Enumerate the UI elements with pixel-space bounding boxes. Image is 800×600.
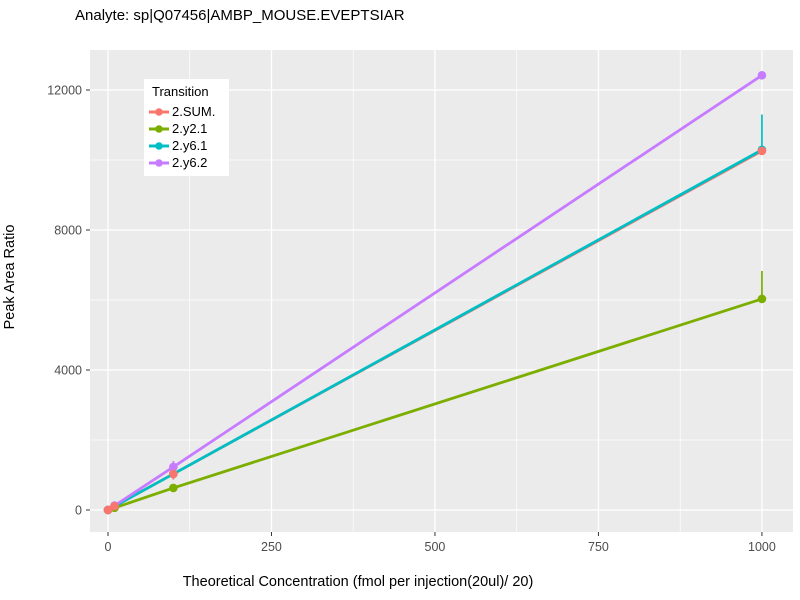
y-axis-title: Peak Area Ratio [2,224,18,330]
data-point-2.SUM. [757,146,767,156]
line-point-key-icon [149,124,169,133]
y-tick-label: 0 [75,503,82,517]
x-tick-label: 750 [588,540,609,554]
data-point-2.SUM. [110,501,119,511]
data-point-2.y6.2 [757,71,767,80]
legend-entry-sum: 2.SUM. [148,103,229,120]
data-point-2.y2.1 [757,294,767,304]
data-point-2.SUM. [103,505,113,515]
x-axis-title: Theoretical Concentration (fmol per inje… [182,574,534,590]
line-point-key-icon [149,107,169,116]
legend: Transition 2.SUM. 2.y2.1 2.y6.1 2.y6.2 [144,79,229,176]
y-tick-label: 8000 [54,223,82,237]
data-point-2.SUM. [169,469,178,479]
data-point-2.y6.2 [169,462,178,472]
legend-label: 2.SUM. [172,104,216,119]
x-tick-label: 250 [261,540,282,554]
x-tick-label: 500 [425,540,446,554]
legend-entry-y6-1: 2.y6.1 [148,137,229,154]
y-tick-label: 12000 [47,84,82,98]
plot-title: Analyte: sp|Q07456|AMBP_MOUSE.EVEPTSIAR [75,7,405,24]
data-point-2.y2.1 [169,483,178,493]
legend-entry-y6-2: 2.y6.2 [148,154,229,171]
y-tick-label: 4000 [54,363,82,377]
legend-label: 2.y6.2 [172,155,208,170]
x-tick-label: 0 [105,540,112,554]
legend-title: Transition [152,84,209,99]
legend-entry-y2-1: 2.y2.1 [148,120,229,137]
legend-label: 2.y2.1 [172,121,208,136]
x-tick-label: 1000 [748,540,776,554]
legend-label: 2.y6.1 [172,138,208,153]
line-point-key-icon [149,141,169,150]
line-point-key-icon [149,158,169,167]
